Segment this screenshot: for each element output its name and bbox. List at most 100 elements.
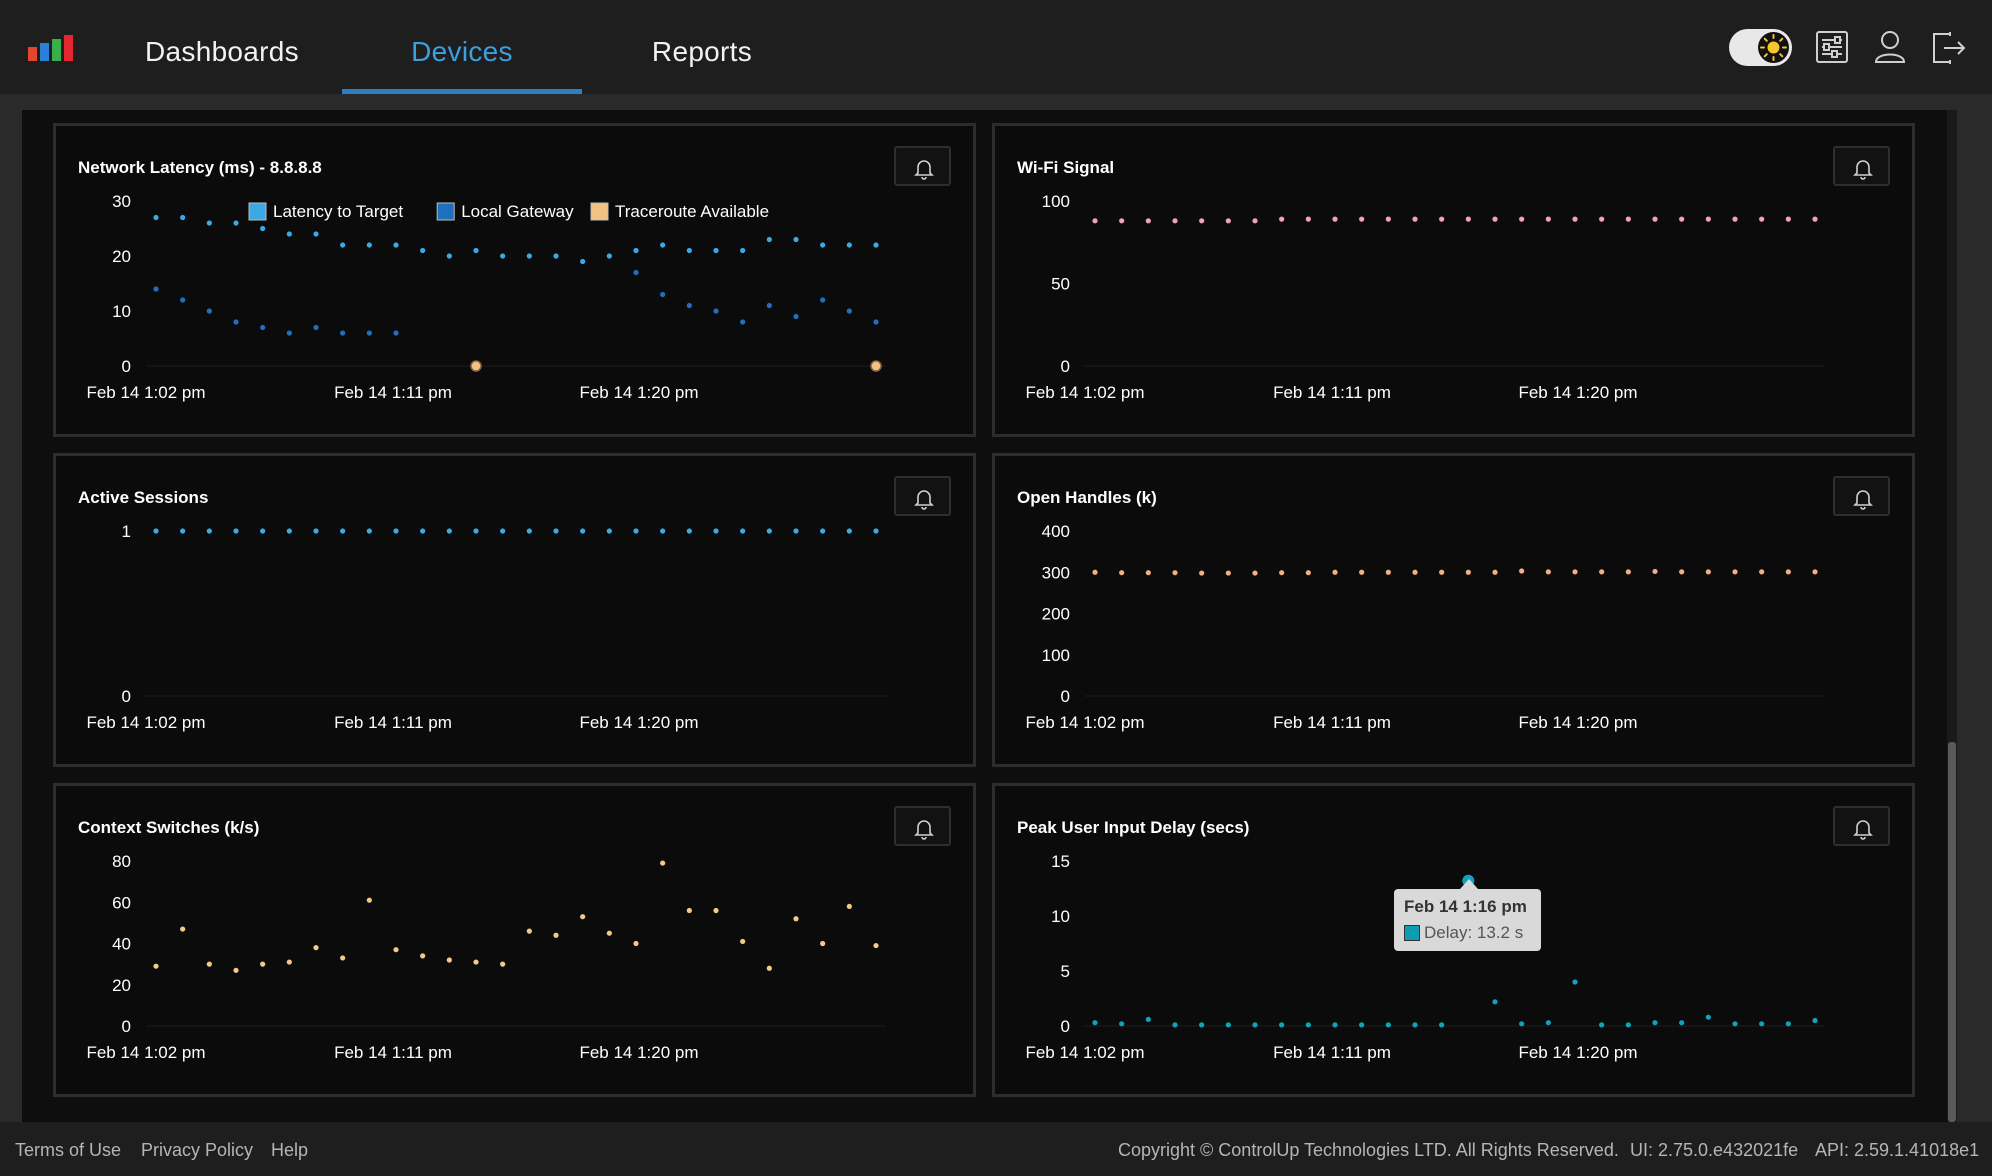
data-point[interactable] <box>1652 568 1658 575</box>
data-point[interactable] <box>766 965 772 971</box>
data-point[interactable] <box>1732 216 1738 222</box>
data-point[interactable] <box>846 903 852 909</box>
data-point[interactable] <box>660 242 666 248</box>
data-point[interactable] <box>1225 1022 1231 1028</box>
data-point[interactable] <box>1305 1022 1311 1028</box>
tab-reports[interactable]: Reports <box>651 36 753 67</box>
data-point[interactable] <box>526 528 532 534</box>
data-point[interactable] <box>420 953 426 959</box>
data-point[interactable] <box>1225 218 1231 224</box>
data-point[interactable] <box>233 967 239 973</box>
data-point[interactable] <box>340 242 346 248</box>
data-point[interactable] <box>1385 216 1391 222</box>
data-point[interactable] <box>500 961 506 967</box>
data-point[interactable] <box>313 945 319 951</box>
data-point[interactable] <box>1732 569 1738 575</box>
alert-bell-button[interactable] <box>894 806 951 846</box>
data-point[interactable] <box>1199 1022 1205 1028</box>
data-point[interactable] <box>1785 216 1791 222</box>
data-point[interactable] <box>1092 1020 1098 1026</box>
data-point[interactable] <box>713 907 719 914</box>
data-point[interactable] <box>1545 216 1551 222</box>
data-point[interactable] <box>1679 569 1685 575</box>
tab-devices[interactable]: Devices <box>342 0 582 94</box>
data-point[interactable] <box>1225 570 1231 576</box>
data-point[interactable] <box>1359 1022 1365 1028</box>
data-point[interactable] <box>1492 999 1498 1005</box>
alert-bell-button[interactable] <box>1833 476 1890 516</box>
data-point[interactable] <box>606 930 612 936</box>
data-point[interactable] <box>660 528 666 534</box>
data-point[interactable] <box>1279 216 1285 222</box>
traceroute-marker[interactable] <box>870 360 882 372</box>
data-point[interactable] <box>1412 216 1418 222</box>
data-point[interactable] <box>633 247 639 254</box>
data-point[interactable] <box>1759 1021 1765 1027</box>
alert-bell-button[interactable] <box>894 476 951 516</box>
data-point[interactable] <box>1439 569 1445 575</box>
data-point[interactable] <box>366 897 372 903</box>
data-point[interactable] <box>873 942 879 949</box>
data-point[interactable] <box>606 528 612 534</box>
data-point[interactable] <box>313 231 319 237</box>
data-point[interactable] <box>846 242 852 248</box>
data-point[interactable] <box>1705 569 1711 575</box>
data-point[interactable] <box>1812 216 1818 222</box>
data-point[interactable] <box>713 528 719 534</box>
data-point[interactable] <box>1145 570 1151 576</box>
data-point[interactable] <box>1172 218 1178 224</box>
data-point[interactable] <box>1172 1022 1178 1028</box>
data-point[interactable] <box>206 220 212 226</box>
data-point[interactable] <box>206 308 212 314</box>
data-point[interactable] <box>153 528 159 534</box>
data-point[interactable] <box>473 528 479 534</box>
tab-dashboards[interactable]: Dashboards <box>145 36 299 67</box>
data-point[interactable] <box>286 528 292 534</box>
data-point[interactable] <box>1599 569 1605 575</box>
data-point[interactable] <box>1305 570 1311 576</box>
data-point[interactable] <box>713 247 719 254</box>
data-point[interactable] <box>180 214 186 221</box>
data-point[interactable] <box>553 528 559 534</box>
data-point[interactable] <box>1572 979 1578 985</box>
data-point[interactable] <box>1679 1020 1685 1026</box>
data-point[interactable] <box>1519 568 1525 574</box>
data-point[interactable] <box>793 916 799 922</box>
data-point[interactable] <box>1199 218 1205 224</box>
data-point[interactable] <box>180 297 186 303</box>
data-point[interactable] <box>553 253 559 259</box>
scrollbar-track[interactable] <box>1947 110 1957 1122</box>
data-point[interactable] <box>473 247 479 254</box>
data-point[interactable] <box>1359 569 1365 575</box>
data-point[interactable] <box>553 932 559 938</box>
data-point[interactable] <box>206 961 212 967</box>
scrollbar-thumb[interactable] <box>1948 742 1956 1122</box>
data-point[interactable] <box>1279 570 1285 576</box>
data-point[interactable] <box>286 959 292 965</box>
theme-toggle[interactable] <box>1729 29 1792 66</box>
data-point[interactable] <box>633 269 639 276</box>
data-point[interactable] <box>366 528 372 534</box>
data-point[interactable] <box>313 528 319 534</box>
data-point[interactable] <box>766 528 772 534</box>
data-point[interactable] <box>1092 218 1098 224</box>
alert-bell-button[interactable] <box>1833 146 1890 186</box>
data-point[interactable] <box>686 907 692 914</box>
data-point[interactable] <box>873 319 879 325</box>
data-point[interactable] <box>1359 216 1365 222</box>
data-point[interactable] <box>633 528 639 534</box>
data-point[interactable] <box>1785 569 1791 575</box>
data-point[interactable] <box>260 324 266 331</box>
data-point[interactable] <box>1305 216 1311 222</box>
data-point[interactable] <box>1572 216 1578 222</box>
data-point[interactable] <box>153 214 159 221</box>
data-point[interactable] <box>526 253 532 259</box>
data-point[interactable] <box>660 291 666 298</box>
data-point[interactable] <box>606 253 612 259</box>
data-point[interactable] <box>340 528 346 534</box>
data-point[interactable] <box>1119 1021 1125 1027</box>
data-point[interactable] <box>793 528 799 534</box>
data-point[interactable] <box>766 302 772 309</box>
data-point[interactable] <box>1092 569 1098 575</box>
data-point[interactable] <box>1332 1022 1338 1028</box>
